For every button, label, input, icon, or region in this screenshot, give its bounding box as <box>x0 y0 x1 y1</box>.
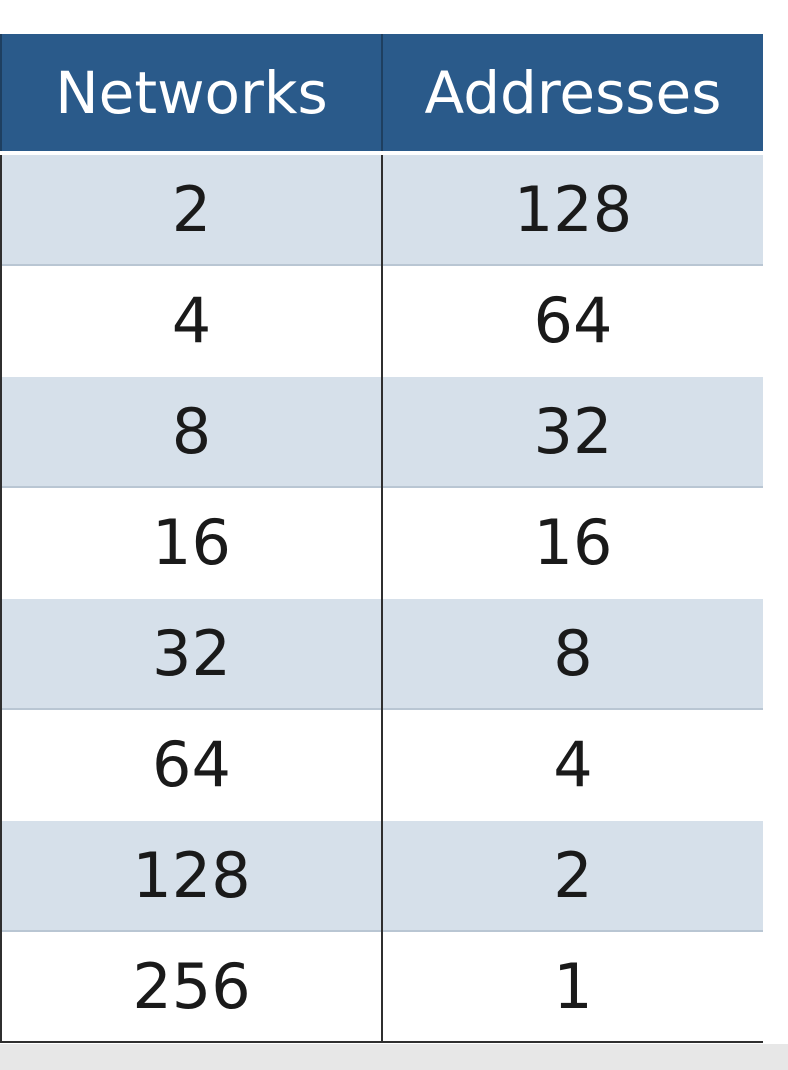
cell-networks: 64 <box>0 708 383 820</box>
cell-addresses: 8 <box>382 597 765 709</box>
header-addresses: Addresses <box>382 34 765 155</box>
table-row: 128 2 <box>0 819 765 931</box>
cell-networks: 2 <box>0 152 383 265</box>
cell-addresses: 64 <box>382 264 765 376</box>
cell-addresses: 16 <box>382 486 765 598</box>
table-row: 256 1 <box>0 930 765 1043</box>
cell-networks: 4 <box>0 264 383 376</box>
table-row: 4 64 <box>0 264 765 376</box>
cell-networks: 8 <box>0 375 383 487</box>
header-networks: Networks <box>0 34 383 155</box>
cell-networks: 32 <box>0 597 383 709</box>
bottom-band <box>0 1044 788 1070</box>
table-row: 64 4 <box>0 708 765 820</box>
table-row: 8 32 <box>0 375 765 487</box>
cell-addresses: 128 <box>382 152 765 265</box>
table-row: 16 16 <box>0 486 765 598</box>
header-row: Networks Addresses <box>0 34 765 155</box>
networks-addresses-table: Networks Addresses 2 128 4 64 8 32 16 16 <box>0 34 765 1043</box>
cell-addresses: 1 <box>382 930 765 1043</box>
table-row: 2 128 <box>0 152 765 265</box>
cell-networks: 16 <box>0 486 383 598</box>
cell-networks: 128 <box>0 819 383 931</box>
right-margin <box>763 0 788 1044</box>
cell-addresses: 2 <box>382 819 765 931</box>
table-row: 32 8 <box>0 597 765 709</box>
cell-addresses: 4 <box>382 708 765 820</box>
cell-networks: 256 <box>0 930 383 1043</box>
cell-addresses: 32 <box>382 375 765 487</box>
